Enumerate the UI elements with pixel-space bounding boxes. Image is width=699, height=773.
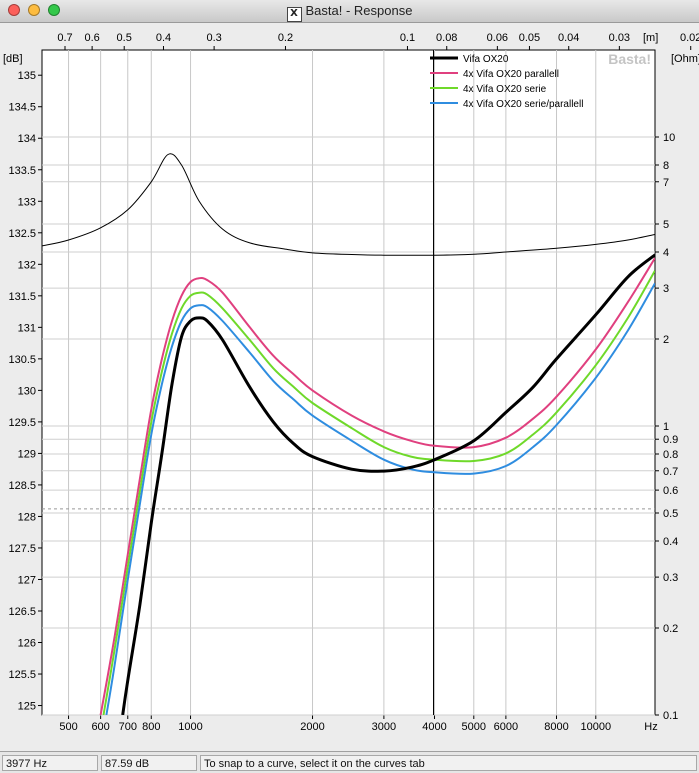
y2-tick-label: 0.6 xyxy=(663,485,678,497)
y2-tick-label: 0.4 xyxy=(663,536,678,548)
x-tick-label: 800 xyxy=(142,721,160,733)
top-tick-label: 0.06 xyxy=(487,32,508,44)
y-tick-label: 134 xyxy=(18,133,36,145)
status-level: 87.59 dB xyxy=(101,755,197,771)
curves-group xyxy=(42,153,656,715)
minimize-window-button[interactable] xyxy=(28,4,40,16)
y2-tick-label: 0.9 xyxy=(663,434,678,446)
x-tick-label: 3000 xyxy=(372,721,396,733)
top-tick-label: 0.4 xyxy=(156,32,171,44)
y2-tick-label: 1 xyxy=(663,421,669,433)
y-tick-label: 126 xyxy=(18,638,36,650)
y2-tick-label: 10 xyxy=(663,132,675,144)
y-tick-label: 129 xyxy=(18,448,36,460)
status-hint: To snap to a curve, select it on the cur… xyxy=(200,755,697,771)
top-tick-label: 0.5 xyxy=(117,32,132,44)
x-tick-label: 700 xyxy=(119,721,137,733)
top-tick-label: 0.6 xyxy=(84,32,99,44)
y-tick-label: 127.5 xyxy=(8,543,36,555)
y-tick-label: 133 xyxy=(18,196,36,208)
top-tick-label: 0.2 xyxy=(278,32,293,44)
x-tick-label: 1000 xyxy=(178,721,202,733)
top-tick-label: 0.7 xyxy=(57,32,72,44)
x11-app-icon: X xyxy=(286,7,302,22)
y-tick-label: 125.5 xyxy=(8,669,36,681)
zoom-window-button[interactable] xyxy=(48,4,60,16)
x-tick-label: 8000 xyxy=(544,721,568,733)
y2-tick-label: 7 xyxy=(663,177,669,189)
y-tick-label: 127 xyxy=(18,574,36,586)
top-tick-label: 0.05 xyxy=(519,32,540,44)
status-bar: 3977 Hz 87.59 dB To snap to a curve, sel… xyxy=(0,751,699,773)
y2-tick-label: 0.1 xyxy=(663,710,678,722)
status-frequency: 3977 Hz xyxy=(2,755,98,771)
x-tick-label: 600 xyxy=(91,721,109,733)
title-bar: X Basta! - Response xyxy=(0,0,699,23)
x-tick-label: 500 xyxy=(59,721,77,733)
y-tick-label: 134.5 xyxy=(8,102,36,114)
top-axis-label: [m] xyxy=(643,32,658,44)
y-tick-label: 131 xyxy=(18,322,36,334)
y2-tick-label: 3 xyxy=(663,283,669,295)
top-tick-label: 0.02 xyxy=(680,32,699,44)
y-tick-label: 126.5 xyxy=(8,606,36,618)
y-tick-label: 128 xyxy=(18,511,36,523)
y-tick-label: 130.5 xyxy=(8,354,36,366)
y2-tick-label: 4 xyxy=(663,247,669,259)
y-tick-label: 128.5 xyxy=(8,480,36,492)
y-tick-label: 133.5 xyxy=(8,165,36,177)
y-tick-label: 135 xyxy=(18,70,36,82)
y2-tick-label: 0.8 xyxy=(663,449,678,461)
series-line-3[interactable] xyxy=(105,282,655,715)
top-tick-label: 0.08 xyxy=(436,32,457,44)
y2-tick-label: 5 xyxy=(663,219,669,231)
y2-tick-label: 0.7 xyxy=(663,466,678,478)
y-tick-label: 125 xyxy=(18,701,36,713)
x-tick-label: 2000 xyxy=(300,721,324,733)
y2-tick-label: 8 xyxy=(663,160,669,172)
x-tick-label: 5000 xyxy=(462,721,486,733)
plot-area xyxy=(41,49,656,716)
series-line-1[interactable] xyxy=(99,257,655,715)
response-chart[interactable]: 500 600 700 800 1000 2000 3000 4000 5000 6000 8000… xyxy=(0,23,699,750)
y2-tick-label: 2 xyxy=(663,334,669,346)
y-tick-label: 132.5 xyxy=(8,228,36,240)
x-axis-label: Hz xyxy=(644,721,657,733)
y-tick-label: 130 xyxy=(18,385,36,397)
watermark: Basta! xyxy=(608,51,651,67)
y2-tick-label: 0.2 xyxy=(663,623,678,635)
series-line-2[interactable] xyxy=(102,270,656,715)
legend-label: 4x Vifa OX20 parallell xyxy=(463,69,559,80)
top-tick-label: 0.03 xyxy=(609,32,630,44)
top-tick-label: 0.1 xyxy=(400,32,415,44)
x-tick-label: 4000 xyxy=(422,721,446,733)
legend-label: 4x Vifa OX20 serie xyxy=(463,84,547,95)
y-tick-label: 132 xyxy=(18,259,36,271)
y2-tick-label: 0.3 xyxy=(663,572,678,584)
top-tick-label: 0.3 xyxy=(206,32,221,44)
y2-axis-label: [Ohm] xyxy=(671,53,699,65)
x-tick-label: 6000 xyxy=(494,721,518,733)
series-line-0[interactable] xyxy=(121,253,655,715)
y-axis-label: [dB] xyxy=(3,53,23,65)
window-title: Basta! - Response xyxy=(305,3,413,18)
close-window-button[interactable] xyxy=(8,4,20,16)
y-tick-label: 131.5 xyxy=(8,291,36,303)
x-tick-label: 10000 xyxy=(580,721,611,733)
y-tick-label: 129.5 xyxy=(8,417,36,429)
legend-label: 4x Vifa OX20 serie/parallell xyxy=(463,99,583,110)
impedance-curve[interactable] xyxy=(42,153,655,256)
window-title-area: X Basta! - Response xyxy=(0,3,699,22)
y2-tick-label: 0.5 xyxy=(663,508,678,520)
legend-label: Vifa OX20 xyxy=(463,54,509,65)
top-tick-label: 0.04 xyxy=(558,32,579,44)
